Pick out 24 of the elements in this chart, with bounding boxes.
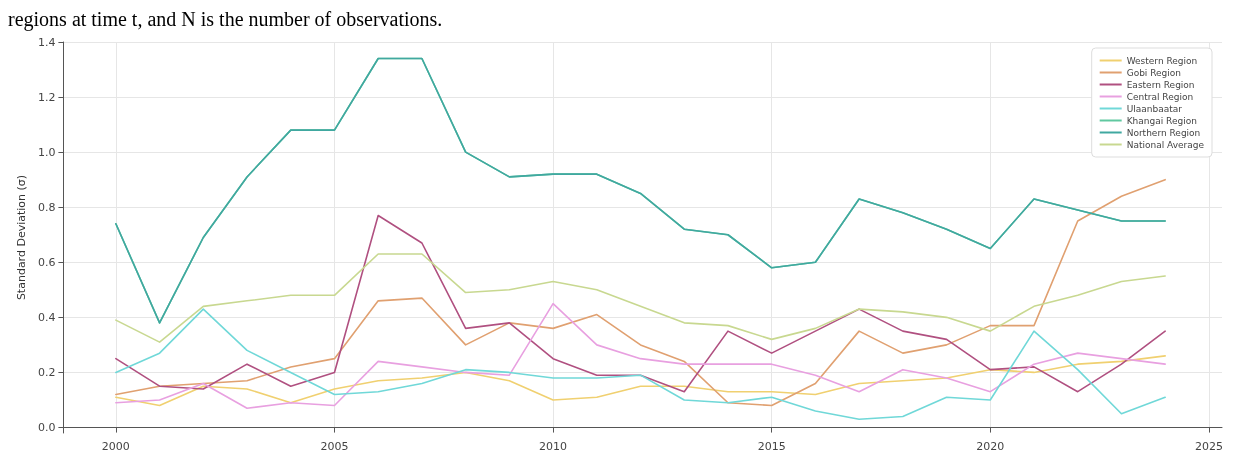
legend-label: Gobi Region [1126,67,1182,78]
y-tick-label: 0.4 [37,310,56,324]
y-tick-label: 1.2 [37,90,56,104]
x-tick-label: 2015 [757,440,786,453]
x-tick-label: 2010 [539,440,568,453]
y-tick-label: 1.4 [37,35,56,49]
legend-label: Western Region [1126,55,1198,66]
x-tick-label: 2025 [1194,440,1223,453]
y-tick-label: 0.0 [37,420,56,434]
y-tick-label: 0.6 [37,255,56,269]
legend-label: Khangai Region [1126,115,1197,126]
legend-label: National Average [1126,139,1205,150]
x-tick-label: 2005 [320,440,349,453]
x-tick-label: 2020 [976,440,1005,453]
y-tick-label: 0.2 [37,365,56,379]
legend-label: Eastern Region [1126,79,1195,90]
legend-label: Ulaanbaatar [1126,103,1183,114]
legend-label: Central Region [1126,91,1194,102]
x-tick-label: 2000 [101,440,130,453]
y-tick-label: 0.8 [37,200,56,214]
y-axis-title: Standard Deviation (σ) [15,174,28,301]
text: regions at time t, and N is the number of observations. [8,8,443,31]
y-tick-label: 1.0 [37,145,56,159]
legend-label: Northern Region [1126,127,1201,138]
